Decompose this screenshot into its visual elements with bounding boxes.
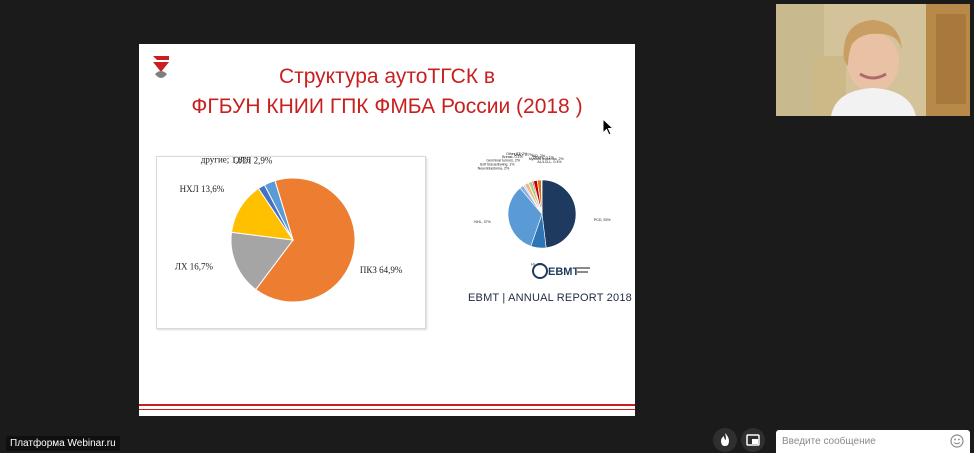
pie-label-main-2: НХЛ 13,6%: [180, 184, 225, 194]
slide-title: Структура аутоТГСК в ФГБУН КНИИ ГПК ФМБА…: [139, 62, 635, 122]
pie-slice-main-4: [263, 180, 294, 241]
pie-label-ebmt-5: Germinal tumors, 2%: [486, 158, 521, 162]
pie-label-ebmt-3: Neuroblastoma, 2%: [478, 167, 510, 171]
pie-slice-ebmt-0: [541, 179, 577, 249]
ebmt-logo-text: EBMT: [548, 266, 579, 278]
pie-slice-main-1: [230, 231, 294, 291]
slide-title-line1: Структура аутоТГСК в: [278, 65, 496, 88]
pie-label-ebmt-6: Breast, 0.1%: [502, 155, 523, 159]
presentation-slide: Структура аутоТГСК в ФГБУН КНИИ ГПК ФМБА…: [139, 44, 635, 416]
pie-slice-ebmt-12: [540, 179, 543, 215]
message-input[interactable]: Введите сообщение: [776, 430, 970, 453]
platform-label: Платформа Webinar.ru: [6, 436, 120, 451]
pie-label-ebmt-9: AID, 2%: [532, 154, 546, 158]
pie-label-main-4: ОЛЛ 2,9%: [233, 157, 273, 166]
pie-label-main-0: ПКЗ 64,9%: [360, 265, 403, 275]
pie-label-ebmt-0: PCD, 53%: [594, 218, 612, 222]
fire-button[interactable]: [713, 428, 737, 452]
pie-label-ebmt-8: MMD, 0.7%: [514, 153, 534, 157]
pie-slice-main-0: [255, 177, 356, 303]
mouse-cursor-icon: [602, 118, 614, 136]
pie-label-ebmt-4: Soft tissue/Ewing, 1%: [480, 162, 516, 166]
institute-logo: [153, 56, 169, 78]
pie-label-ebmt-7: Other ST, 2%: [506, 152, 528, 156]
main-pie-chart: ПКЗ 64,9% ЛХ 16,7% НХЛ 13,6% другие; 1,8%ОЛ…: [175, 157, 403, 303]
screen-icon: [746, 434, 760, 446]
pie-label-ebmt-2: NHL, 37%: [474, 220, 491, 224]
emoji-icon[interactable]: [950, 434, 964, 448]
pie-label-ebmt-12: AL/LCLL, 0.4%: [537, 160, 562, 164]
ebmt-logo: EBMT: [532, 263, 590, 279]
slide-title-line2: ФГБУН КНИИ ГПК ФМБА России (2018 ): [191, 95, 583, 118]
ebmt-caption: EBMT | ANNUAL REPORT 2018: [468, 292, 632, 304]
slide-footer-line: [139, 404, 635, 406]
pie-slice-main-2: [230, 187, 295, 241]
pie-slice-ebmt-2: [507, 187, 543, 247]
pie-label-ebmt-10: Others, 0.1%: [533, 155, 555, 159]
pie-label-ebmt-11: Myeloid leukemia, 2%: [529, 157, 565, 161]
webcam-video: [776, 4, 970, 116]
message-placeholder: Введите сообщение: [782, 436, 876, 447]
pie-chart-box: ПКЗ 64,9% ЛХ 16,7% НХЛ 13,6% другие; 1,8% ОЛ…: [156, 156, 426, 329]
pie-label-main-3: другие; 1,8%: [201, 157, 251, 165]
ebmt-pie-chart: PCD, 53%HL, 8%NHL, 37%Neuroblastoma, 2%S…: [474, 152, 612, 267]
fire-icon: [721, 433, 729, 446]
pie-label-main-1: ЛХ 16,7%: [175, 262, 214, 272]
screen-toggle-button[interactable]: [741, 428, 765, 452]
presenter-video-frame: [776, 4, 970, 116]
slide-footer-line-thin: [139, 409, 635, 410]
